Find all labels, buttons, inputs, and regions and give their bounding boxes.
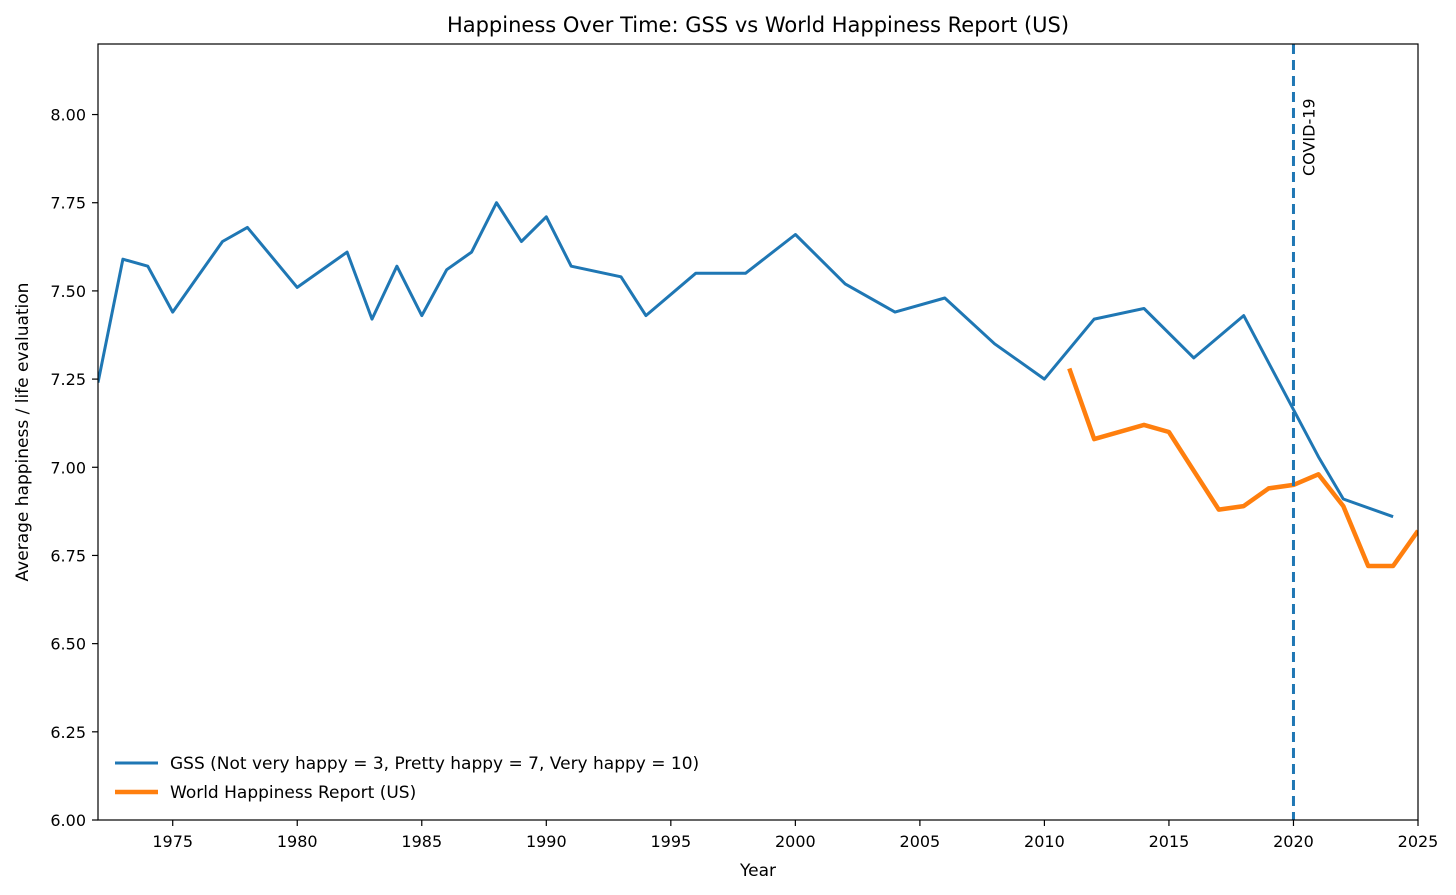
y-axis-label: Average happiness / life evaluation [13, 283, 33, 582]
x-tick-label: 1980 [277, 832, 318, 851]
x-tick-label: 2015 [1149, 832, 1190, 851]
covid-annotation-label: COVID-19 [1299, 98, 1318, 176]
y-tick-label: 6.25 [50, 723, 86, 742]
y-tick-label: 8.00 [50, 106, 86, 125]
legend-label-whr: World Happiness Report (US) [170, 783, 416, 803]
chart-title: Happiness Over Time: GSS vs World Happin… [447, 13, 1069, 37]
y-tick-label: 6.50 [50, 635, 86, 654]
series-line-whr [1067, 367, 1418, 569]
y-tick-label: 7.75 [50, 194, 86, 213]
y-tick-label: 7.50 [50, 282, 86, 301]
x-tick-label: 1995 [650, 832, 691, 851]
x-tick-label: 2025 [1398, 832, 1439, 851]
y-tick-label: 6.00 [50, 811, 86, 830]
x-tick-label: 2000 [775, 832, 816, 851]
y-tick-label: 7.00 [50, 458, 86, 477]
x-tick-label: 1985 [401, 832, 442, 851]
x-tick-label: 1975 [152, 832, 193, 851]
x-tick-label: 2020 [1273, 832, 1314, 851]
plot-frame [97, 43, 1419, 821]
legend-label-gss: GSS (Not very happy = 3, Pretty happy = … [170, 754, 699, 774]
x-tick-label: 2005 [900, 832, 941, 851]
x-axis-label: Year [739, 861, 776, 881]
x-tick-label: 2010 [1024, 832, 1065, 851]
plot-area: 1975 1980 1985 1990 1995 2000 2005 2010 2015 2020… [50, 43, 1439, 851]
x-tick-label: 1990 [526, 832, 567, 851]
y-tick-label: 7.25 [50, 370, 86, 389]
y-tick-label: 6.75 [50, 546, 86, 565]
series-line-gss [98, 201, 1394, 519]
legend: GSS (Not very happy = 3, Pretty happy = … [115, 754, 699, 803]
